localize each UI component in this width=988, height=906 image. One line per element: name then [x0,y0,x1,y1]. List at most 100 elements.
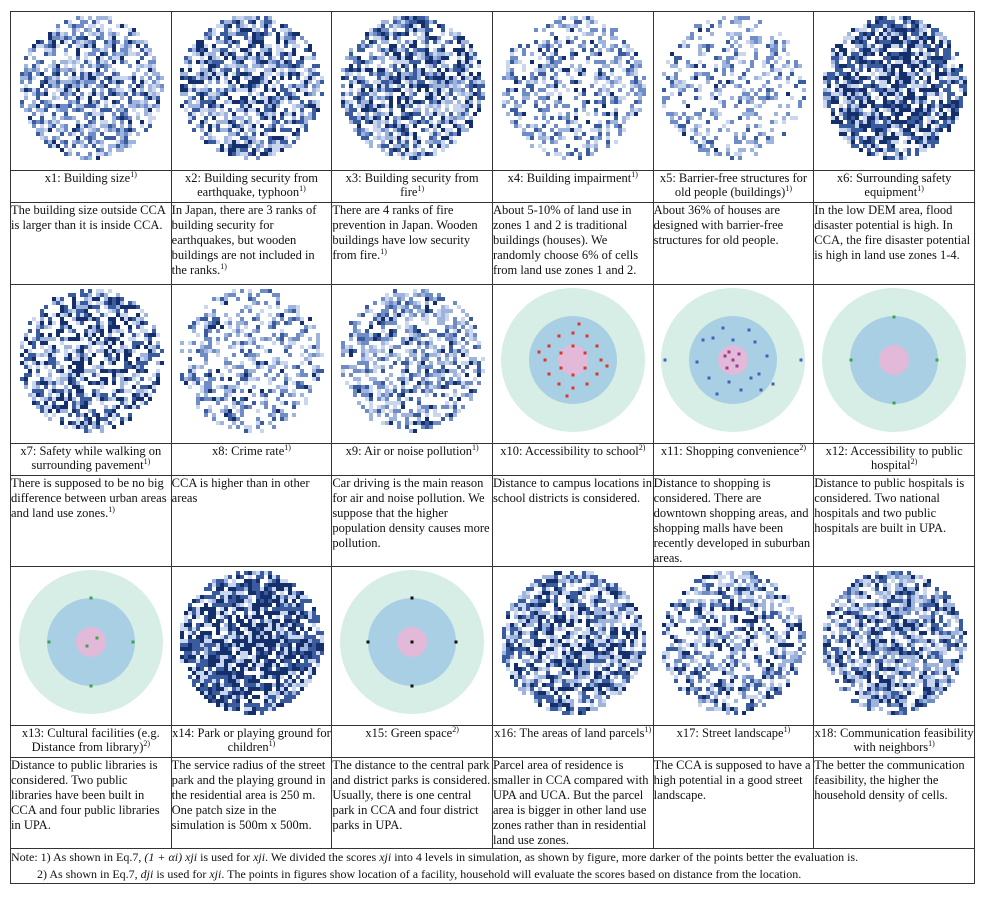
grid-cell [907,148,912,152]
grid-cell [240,349,245,353]
grid-cell [208,32,213,36]
grid-cell [433,136,438,140]
grid-cell [373,28,378,32]
grid-cell [361,132,366,136]
grid-cell [389,393,394,397]
grid-cell [855,112,860,116]
grid-cell [188,76,193,80]
grid-cell [481,96,486,100]
grid-cell [79,373,84,377]
grid-cell [39,136,44,140]
grid-cell [919,116,924,120]
grid-cell [316,100,321,104]
grid-cell [429,84,434,88]
grid-cell [879,88,884,92]
grid-cell [123,377,128,381]
grid-cell [887,92,892,96]
grid-cell [67,20,72,24]
grid-cell [79,397,84,401]
grid-cell [244,325,249,329]
grid-cell [264,148,269,152]
grid-cell [405,293,410,297]
grid-cell [389,108,394,112]
grid-cell [236,297,241,301]
grid-cell [457,72,462,76]
grid-cell [891,56,896,60]
grid-cell [240,421,245,425]
grid-cell [935,120,940,124]
grid-cell [911,120,916,124]
grid-cell [59,88,64,92]
grid-cell [429,56,434,60]
grid-cell [413,28,418,32]
grid-cell [123,128,128,132]
grid-cell [762,100,767,104]
grid-cell [55,377,60,381]
grid-cell [244,381,249,385]
grid-cell [260,48,265,52]
grid-cell [919,28,924,32]
grid-cell [276,301,281,305]
grid-cell [268,349,273,353]
grid-cell [433,48,438,52]
grid-cell [710,140,715,144]
grid-cell [268,305,273,309]
grid-cell [891,132,896,136]
grid-cell [851,108,856,112]
grid-cell [280,60,285,64]
grid-cell [441,80,446,84]
grid-cell [75,88,80,92]
grid-cell [867,48,872,52]
grid-cell [51,92,56,96]
grid-cell [698,88,703,92]
grid-cell [517,104,522,108]
grid-cell [477,64,482,68]
grid-cell [204,140,209,144]
grid-cell [308,76,313,80]
grid-cell [292,96,297,100]
grid-cell [208,345,213,349]
grid-cell [43,100,48,104]
grid-cell [915,80,920,84]
grid-cell [280,413,285,417]
grid-cell [43,313,48,317]
grid-cell [851,28,856,32]
grid-cell [851,140,856,144]
grid-cell [381,128,386,132]
grid-cell [208,140,213,144]
grid-cell [429,96,434,100]
grid-cell [95,289,100,293]
grid-cell [633,52,638,56]
grid-cell [365,357,370,361]
grid-cell [774,44,779,48]
grid-cell [557,44,562,48]
grid-cell [429,36,434,40]
grid-cell [228,148,233,152]
grid-cell [216,341,221,345]
grid-cell [365,361,370,365]
grid-cell [192,116,197,120]
grid-cell [730,120,735,124]
grid-cell [276,357,281,361]
grid-cell [308,100,313,104]
grid-cell [770,88,775,92]
grid-cell [899,76,904,80]
grid-cell [377,313,382,317]
grid-cell [746,80,751,84]
grid-cell [417,152,422,156]
grid-cell [79,401,84,405]
grid-cell [216,76,221,80]
grid-cell [288,309,293,313]
grid-cell [710,32,715,36]
grid-cell [192,52,197,56]
grid-cell [855,36,860,40]
grid-cell [718,92,723,96]
grid-cell [863,144,868,148]
grid-cell [304,48,309,52]
grid-cell [549,24,554,28]
grid-cell [264,80,269,84]
grid-cell [192,365,197,369]
grid-cell [710,108,715,112]
grid-cell [377,84,382,88]
grid-cell [131,365,136,369]
